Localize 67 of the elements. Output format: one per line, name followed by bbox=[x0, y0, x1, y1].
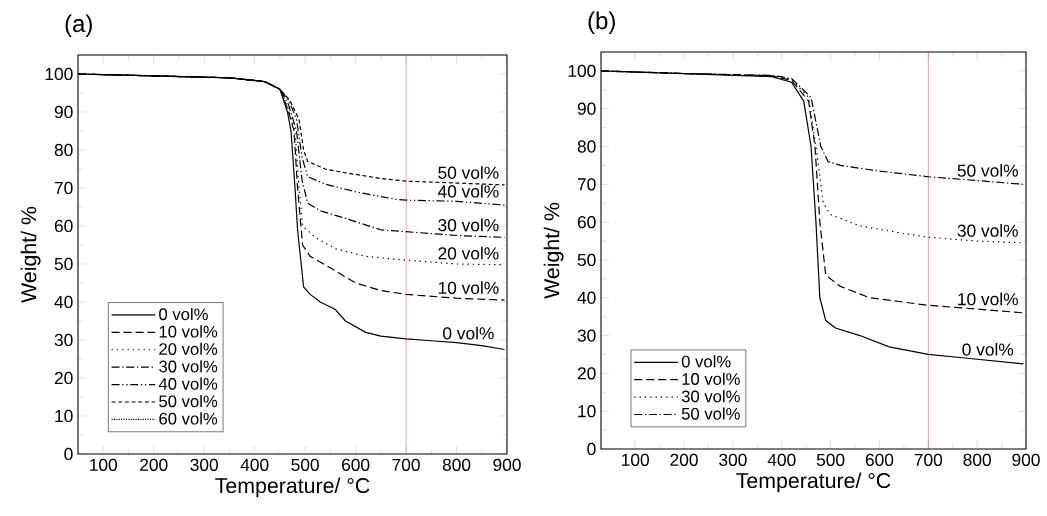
x-tick-label: 600 bbox=[342, 458, 370, 471]
x-tick-label: 800 bbox=[442, 458, 471, 471]
x-tick-label: 400 bbox=[767, 453, 796, 466]
y-tick-label: 10 bbox=[55, 409, 73, 423]
x-tick-label: 500 bbox=[816, 453, 845, 466]
chart-title: (b) bbox=[588, 11, 615, 34]
x-tick-label: 600 bbox=[865, 453, 894, 466]
y-tick-label: 40 bbox=[577, 291, 596, 304]
y-tick-label: 60 bbox=[577, 215, 596, 229]
x-tick-label: 200 bbox=[670, 453, 698, 466]
y-tick-label: 0 bbox=[64, 447, 73, 461]
x-tick-label: 100 bbox=[90, 458, 118, 471]
y-axis-title: Weight/ % bbox=[20, 206, 41, 303]
legend-label: 10 vol% bbox=[159, 325, 218, 338]
annotation: 10 vol% bbox=[438, 281, 499, 295]
annotation: 50 vol% bbox=[957, 164, 1018, 177]
y-tick-label: 70 bbox=[54, 181, 73, 195]
x-tick-label: 100 bbox=[622, 453, 649, 466]
annotation: 20 vol% bbox=[438, 246, 499, 260]
legend-label: 40 vol% bbox=[158, 377, 218, 390]
y-tick-label: 80 bbox=[577, 140, 596, 153]
y-tick-label: 0 bbox=[587, 442, 596, 456]
y-tick-label: 20 bbox=[54, 371, 73, 385]
x-axis-title: Temperature/ °C bbox=[215, 477, 370, 498]
x-tick-label: 700 bbox=[914, 453, 943, 466]
y-tick-label: 10 bbox=[578, 405, 596, 418]
legend-label: 30 vol% bbox=[159, 360, 218, 373]
y-axis-title: Weight/ % bbox=[543, 202, 564, 299]
legend-label: 60 vol% bbox=[159, 412, 218, 425]
annotation: 10 vol% bbox=[958, 292, 1018, 306]
annotation: 0 vol% bbox=[962, 342, 1014, 356]
annotation: 30 vol% bbox=[438, 218, 499, 232]
legend-label: 50 vol% bbox=[159, 394, 218, 408]
chart-title: (a) bbox=[65, 14, 92, 37]
annotation: 40 vol% bbox=[437, 184, 499, 198]
x-tick-label: 900 bbox=[1012, 453, 1040, 466]
y-tick-label: 50 bbox=[54, 257, 73, 271]
y-tick-label: 20 bbox=[577, 367, 596, 380]
y-tick-label: 90 bbox=[54, 105, 73, 119]
x-tick-label: 300 bbox=[190, 458, 218, 471]
x-tick-label: 800 bbox=[963, 453, 991, 466]
annotation: 0 vol% bbox=[443, 326, 494, 340]
annotation: 30 vol% bbox=[957, 224, 1018, 237]
y-tick-label: 70 bbox=[577, 178, 596, 191]
legend-label: 0 vol% bbox=[159, 307, 208, 321]
legend-label: 10 vol% bbox=[682, 372, 740, 385]
y-tick-label: 80 bbox=[54, 143, 73, 157]
x-tick-label: 700 bbox=[392, 458, 420, 471]
legend-label: 30 vol% bbox=[681, 390, 740, 403]
y-tick-label: 90 bbox=[577, 102, 596, 115]
y-tick-label: 30 bbox=[54, 333, 73, 347]
x-tick-label: 400 bbox=[240, 458, 269, 471]
x-tick-label: 300 bbox=[719, 453, 747, 466]
y-tick-label: 50 bbox=[577, 253, 596, 267]
y-tick-label: 100 bbox=[568, 64, 596, 78]
x-tick-label: 500 bbox=[291, 458, 319, 471]
legend-label: 0 vol% bbox=[681, 355, 731, 368]
x-axis-title: Temperature/ °C bbox=[736, 472, 891, 493]
annotation: 50 vol% bbox=[438, 166, 499, 179]
legend-label: 20 vol% bbox=[159, 342, 218, 355]
y-tick-label: 30 bbox=[577, 329, 596, 342]
x-tick-label: 900 bbox=[493, 458, 521, 471]
y-tick-label: 100 bbox=[45, 67, 73, 81]
y-tick-label: 40 bbox=[54, 295, 73, 309]
legend-label: 50 vol% bbox=[681, 407, 740, 420]
y-tick-label: 60 bbox=[54, 219, 73, 233]
x-tick-label: 200 bbox=[140, 458, 168, 471]
